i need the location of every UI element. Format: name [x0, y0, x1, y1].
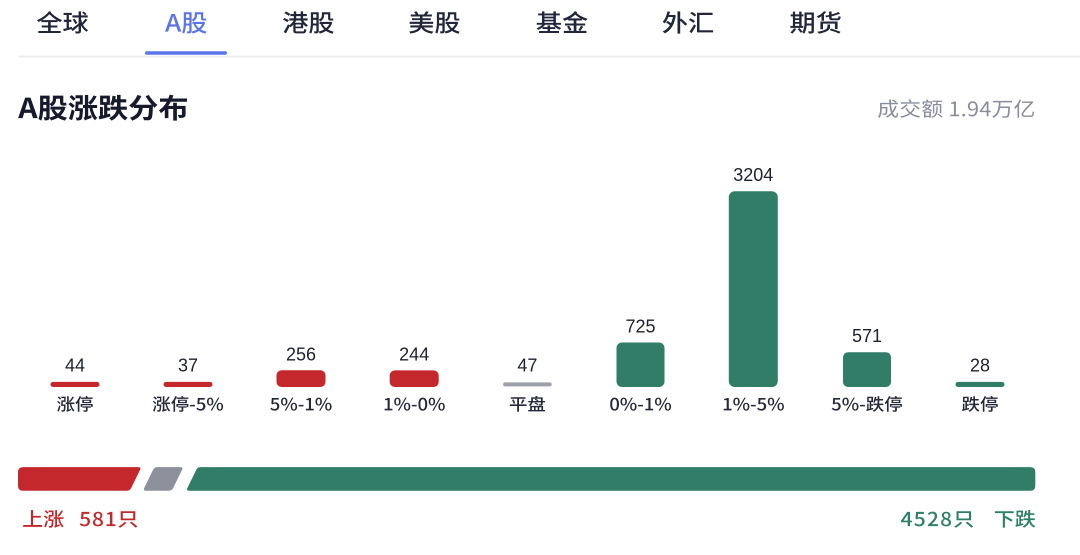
svg-text:37: 37: [178, 355, 198, 375]
svg-text:44: 44: [65, 355, 85, 375]
svg-text:244: 244: [399, 344, 429, 364]
svg-text:571: 571: [852, 326, 882, 346]
svg-text:256: 256: [286, 344, 316, 364]
svg-text:28: 28: [970, 355, 990, 375]
svg-text:725: 725: [625, 317, 655, 337]
svg-text:47: 47: [517, 355, 537, 375]
svg-text:3204: 3204: [733, 165, 773, 185]
